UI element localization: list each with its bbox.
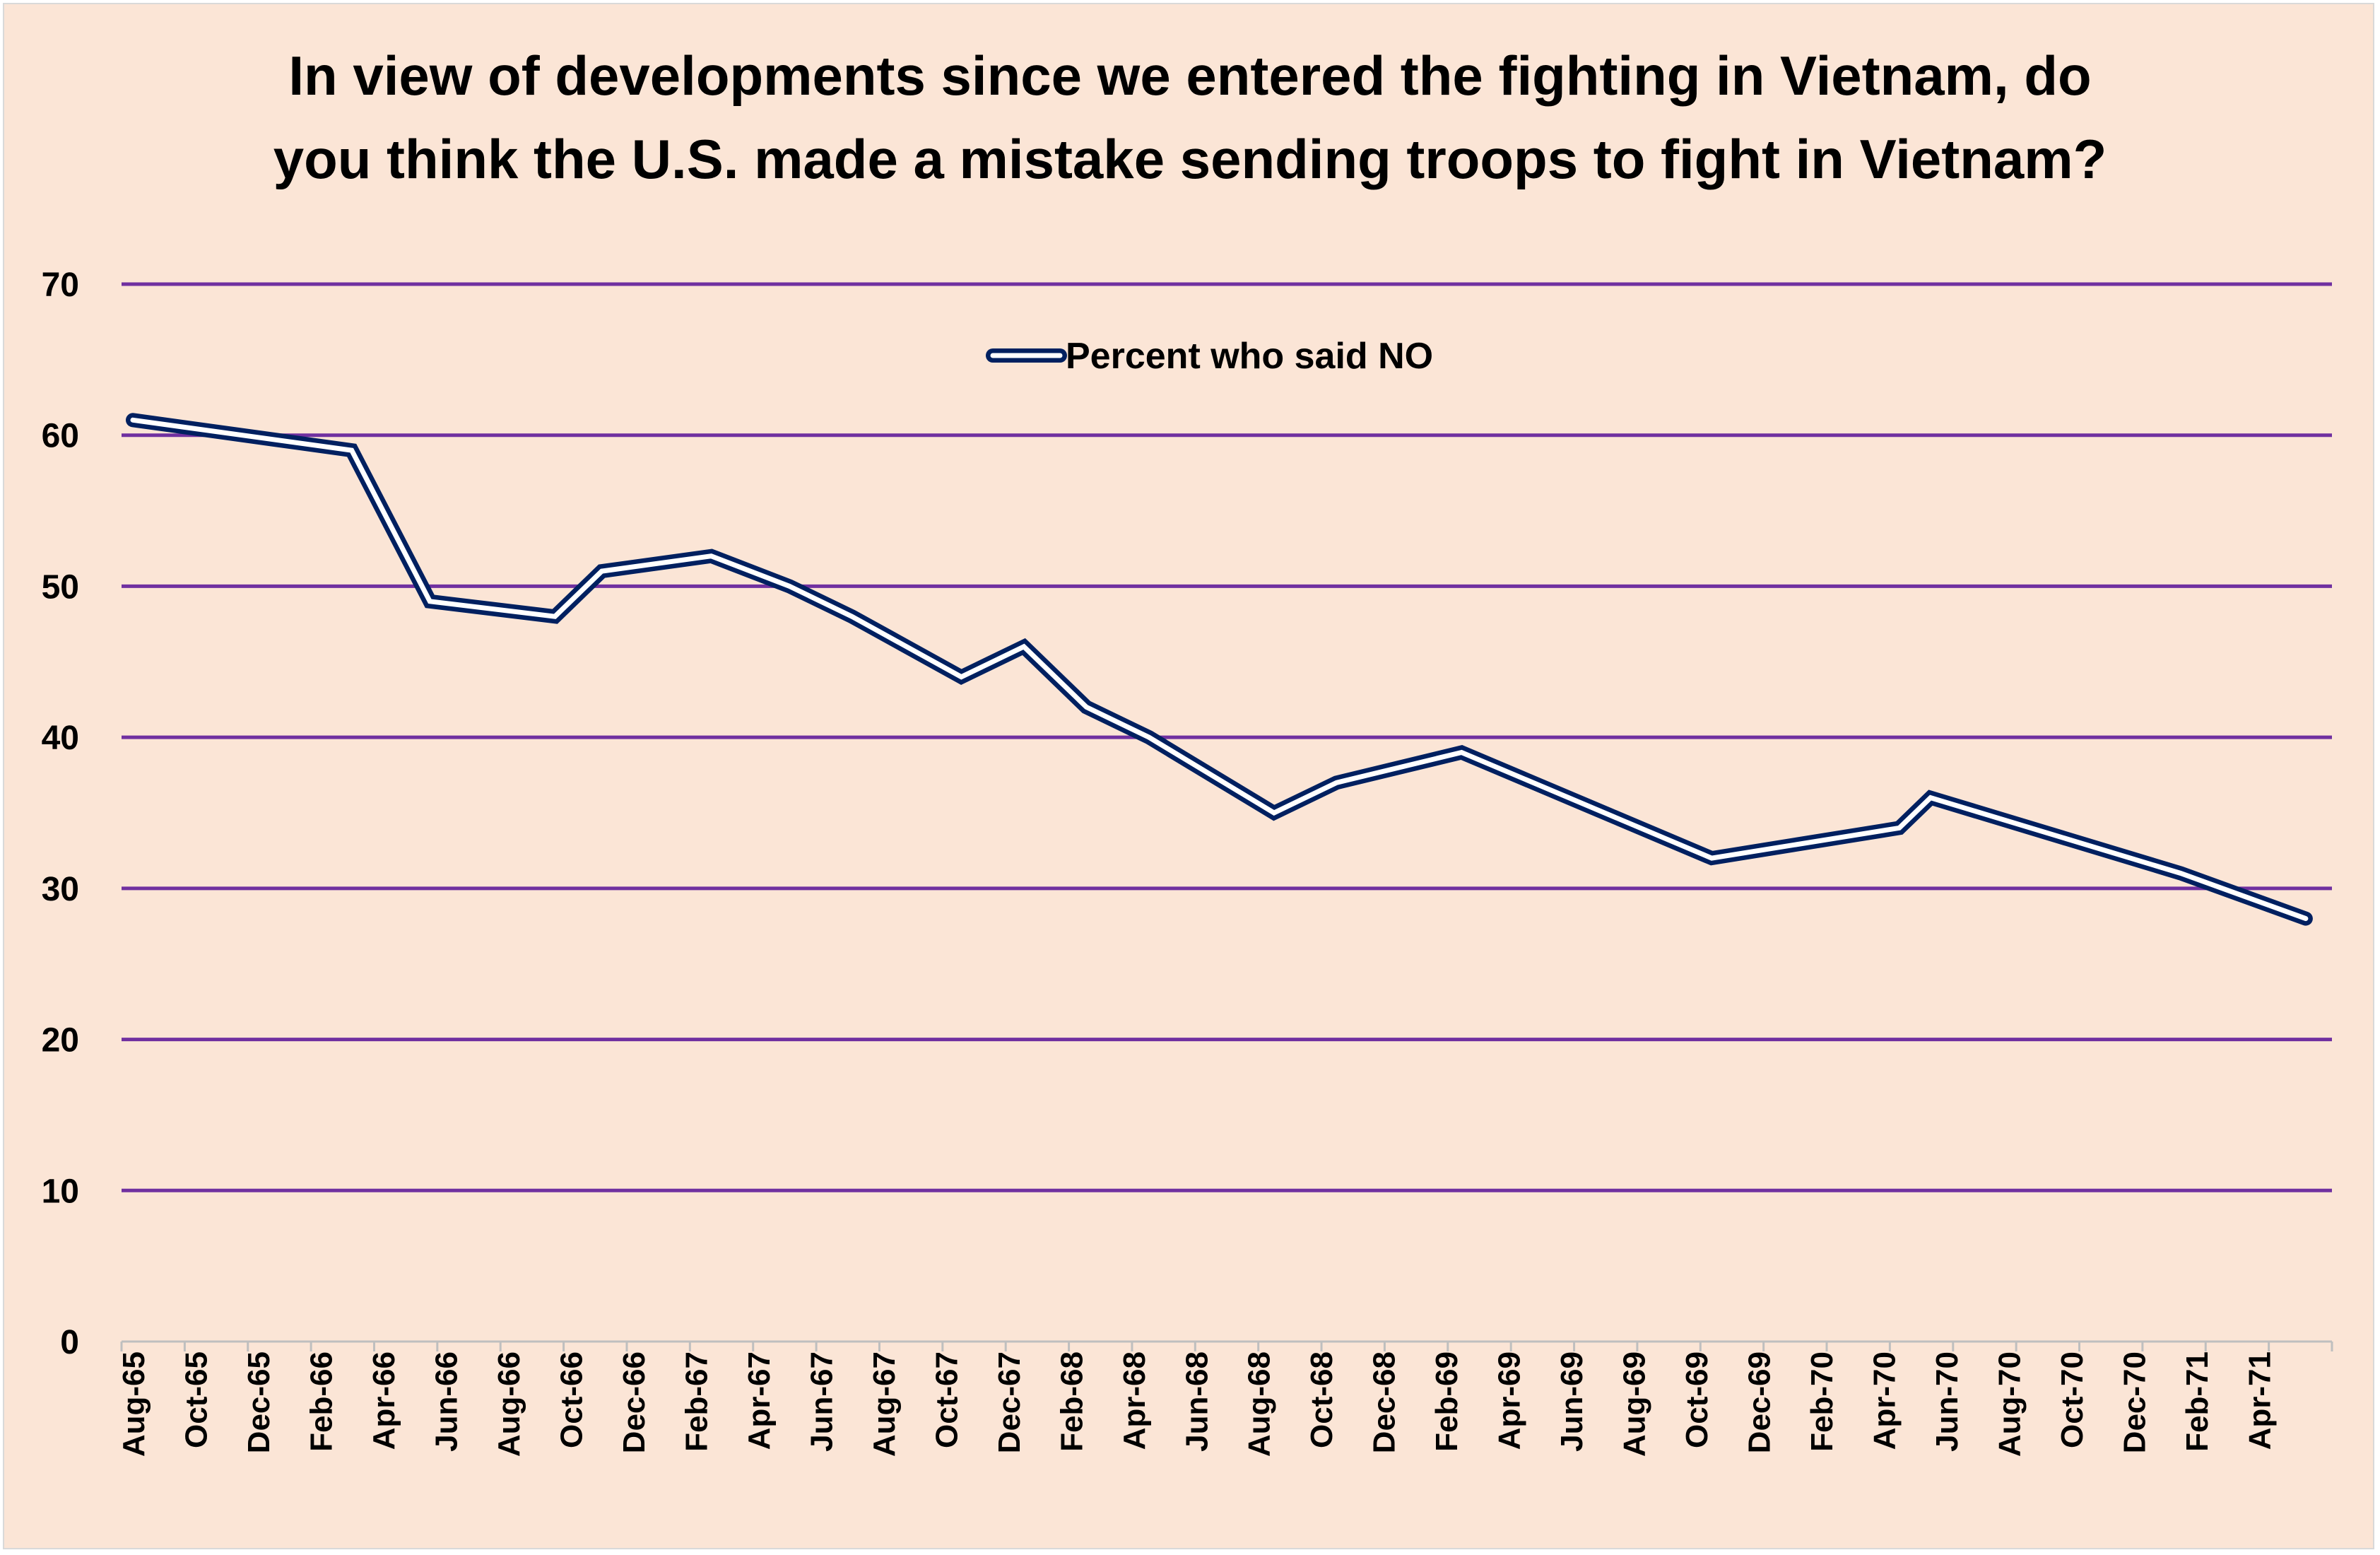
x-tick-label: Feb-70	[1805, 1351, 1839, 1452]
x-tick-label: Apr-71	[2243, 1351, 2278, 1450]
x-tick-label: Jun-67	[804, 1351, 839, 1452]
x-tick-label: Oct-67	[929, 1351, 964, 1448]
x-tick-label: Dec-69	[1743, 1351, 1777, 1453]
x-tick-label: Feb-68	[1054, 1351, 1089, 1452]
x-tick-label: Apr-70	[1868, 1351, 1902, 1450]
chart-frame	[3, 3, 2374, 1549]
x-tick-label: Oct-66	[554, 1351, 589, 1448]
x-tick-label: Dec-66	[617, 1351, 652, 1453]
legend-label: Percent who said NO	[1066, 336, 1433, 377]
y-tick-label-60: 60	[42, 418, 79, 455]
y-tick-label-10: 10	[42, 1173, 79, 1210]
x-tick-label: Aug-70	[1993, 1351, 2027, 1457]
x-tick-label: Apr-67	[742, 1351, 777, 1450]
x-tick-label: Oct-68	[1304, 1351, 1339, 1448]
x-tick-label: Jun-70	[1930, 1351, 1964, 1452]
y-axis-ticks: 0 10 20 30 40 50 60 70	[42, 266, 79, 1361]
x-tick-label: Feb-67	[679, 1351, 714, 1452]
x-tick-label: Oct-65	[179, 1351, 213, 1448]
x-tick-label: Jun-66	[429, 1351, 464, 1452]
x-tick-label: Apr-68	[1117, 1351, 1152, 1450]
legend: Percent who said NO	[986, 336, 1433, 377]
x-tick-label: Jun-68	[1179, 1351, 1214, 1452]
chart-title: In view of developments since we entered…	[0, 34, 2380, 201]
x-tick-label: Oct-70	[2055, 1351, 2090, 1448]
y-tick-label-40: 40	[42, 720, 79, 757]
x-axis: Aug-65 Oct-65 Dec-65 Feb-66 Apr-66 Jun-66 Aug-…	[117, 1340, 2333, 1457]
x-tick-label: Apr-66	[367, 1351, 401, 1450]
x-tick-label: Feb-69	[1430, 1351, 1464, 1452]
x-tick-label: Aug-67	[867, 1351, 902, 1457]
x-tick-label: Aug-69	[1618, 1351, 1652, 1457]
x-tick-label: Dec-67	[992, 1351, 1027, 1453]
gridlines	[122, 282, 2332, 1192]
x-tick-label: Dec-65	[242, 1351, 276, 1453]
y-tick-label-30: 30	[42, 871, 79, 908]
series-line-inner-0	[130, 417, 2309, 922]
y-tick-label-20: 20	[42, 1022, 79, 1060]
x-tick-label: Aug-68	[1242, 1351, 1277, 1457]
x-tick-label: Aug-65	[117, 1351, 151, 1457]
series-layer	[126, 413, 2313, 926]
x-tick-label: Apr-69	[1492, 1351, 1527, 1450]
x-tick-label: Feb-71	[2180, 1351, 2215, 1452]
x-tick-label: Aug-66	[492, 1351, 526, 1457]
y-tick-label-70: 70	[42, 266, 79, 304]
x-tick-label: Oct-69	[1680, 1351, 1714, 1448]
x-tick-label: Dec-70	[2118, 1351, 2152, 1453]
x-tick-label: Feb-66	[304, 1351, 338, 1452]
x-tick-label: Dec-68	[1367, 1351, 1402, 1453]
series-line-outer-0	[126, 413, 2313, 926]
x-tick-label: Jun-69	[1555, 1351, 1589, 1452]
chart-title-line-2: you think the U.S. made a mistake sendin…	[273, 128, 2107, 190]
y-tick-label-50: 50	[42, 568, 79, 606]
chart-title-line-1: In view of developments since we entered…	[288, 45, 2092, 107]
y-tick-label-0: 0	[60, 1324, 79, 1361]
